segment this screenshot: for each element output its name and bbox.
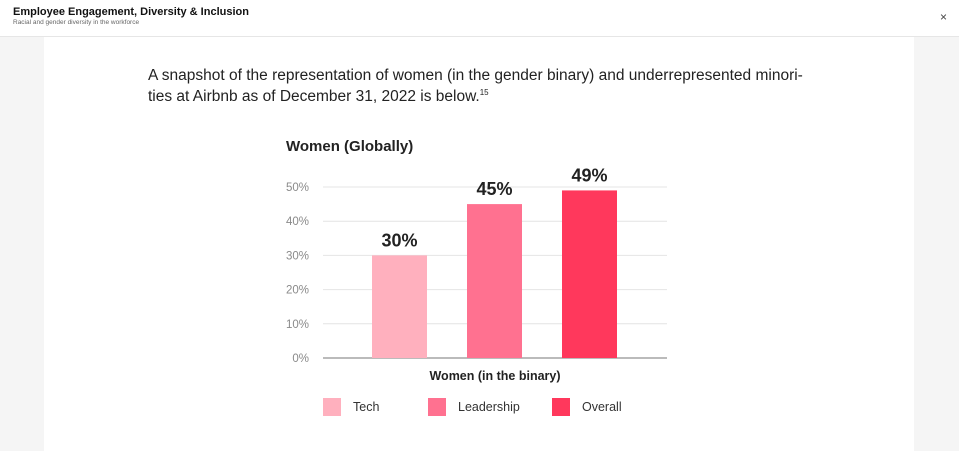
legend-label: Leadership (458, 400, 520, 414)
data-label: 49% (571, 165, 607, 185)
legend-swatch (552, 398, 570, 416)
y-tick-label: 30% (286, 250, 309, 262)
legend-swatch (428, 398, 446, 416)
page-title: Employee Engagement, Diversity & Inclusi… (13, 6, 249, 18)
header-bar: Employee Engagement, Diversity & Inclusi… (0, 0, 959, 37)
page-subtitle: Racial and gender diversity in the workf… (13, 19, 140, 26)
data-label: 30% (381, 230, 417, 250)
legend-label: Tech (353, 400, 379, 414)
y-tick-label: 20% (286, 285, 309, 297)
close-icon[interactable]: × (939, 10, 947, 24)
bar-leadership (467, 204, 522, 358)
intro-paragraph: A snapshot of the representation of wome… (148, 65, 808, 107)
footnote-marker: 15 (479, 87, 489, 97)
x-axis-label: Women (in the binary) (429, 369, 560, 383)
chart-title: Women (Globally) (286, 138, 413, 155)
bar-tech (372, 255, 427, 358)
legend-label: Overall (582, 400, 622, 414)
bar-overall (562, 190, 617, 358)
legend-swatch (323, 398, 341, 416)
intro-text: A snapshot of the representation of wome… (148, 67, 803, 105)
y-tick-label: 10% (286, 319, 309, 331)
data-label: 45% (476, 179, 512, 199)
y-tick-label: 40% (286, 216, 309, 228)
y-tick-label: 50% (286, 182, 309, 194)
content-panel: A snapshot of the representation of wome… (44, 37, 914, 451)
y-tick-label: 0% (292, 353, 309, 365)
